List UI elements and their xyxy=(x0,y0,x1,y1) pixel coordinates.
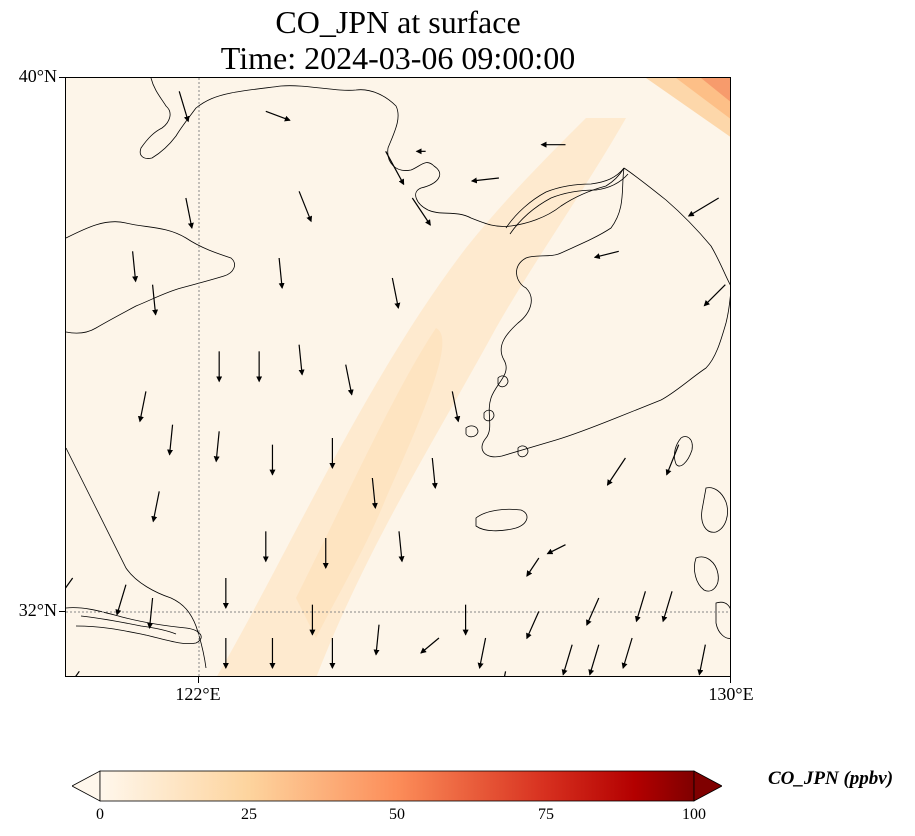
wind-arrow xyxy=(606,457,626,486)
wind-arrow xyxy=(561,644,573,676)
map-svg xyxy=(66,78,730,676)
wind-arrow xyxy=(451,391,461,423)
wind-arrow xyxy=(371,477,378,509)
colorbar-tick-50: 50 xyxy=(389,806,405,823)
wind-arrow xyxy=(132,251,139,283)
map-panel xyxy=(65,77,731,677)
wind-arrow xyxy=(373,624,380,656)
wind-arrow xyxy=(588,644,600,676)
lat-label-40n: 40°N xyxy=(18,66,57,86)
lon-tick-122e xyxy=(198,677,199,683)
wind-arrow xyxy=(185,197,194,229)
wind-arrow xyxy=(137,391,147,423)
wind-arrow xyxy=(586,597,600,626)
colorbar-tick-75: 75 xyxy=(538,806,554,823)
colorbar-extend-max xyxy=(693,770,722,802)
lat-tick-40n xyxy=(59,77,65,78)
wind-arrow xyxy=(703,284,726,307)
wind-arrow xyxy=(75,670,80,676)
wind-arrow xyxy=(151,284,159,316)
wind-arrow xyxy=(66,577,74,589)
wind-vectors xyxy=(66,91,726,676)
wind-arrow xyxy=(661,591,673,623)
wind-arrow xyxy=(634,591,646,623)
coastlines xyxy=(66,78,730,669)
wind-arrow xyxy=(151,491,160,523)
wind-arrow xyxy=(115,584,127,616)
colorbar-extend-min xyxy=(72,770,101,802)
wind-arrow xyxy=(398,531,405,563)
co-plume-core xyxy=(296,328,443,638)
wind-arrow xyxy=(526,557,540,577)
wind-arrow xyxy=(665,444,680,476)
wind-arrow xyxy=(411,197,431,226)
wind-arrow xyxy=(593,250,619,260)
wind-arrow xyxy=(298,344,305,376)
colorbar xyxy=(72,770,722,802)
lon-label-130e: 130°E xyxy=(708,684,754,704)
wind-arrow xyxy=(621,637,633,669)
lat-tick-32n xyxy=(59,611,65,612)
wind-arrow xyxy=(687,197,719,217)
wind-arrow xyxy=(477,637,487,669)
wind-arrow xyxy=(385,151,405,186)
wind-arrow xyxy=(278,257,285,289)
map-title: CO_JPN at surface Time: 2024-03-06 09:00… xyxy=(65,4,731,76)
wind-arrow xyxy=(178,91,190,123)
colorbar-tick-25: 25 xyxy=(241,806,257,823)
wind-arrow xyxy=(265,110,291,122)
wind-arrow xyxy=(546,544,566,555)
title-line-2: Time: 2024-03-06 09:00:00 xyxy=(220,40,576,76)
colorbar-label: CO_JPN (ppbv) xyxy=(768,768,894,789)
wind-arrow xyxy=(431,457,438,489)
wind-arrow xyxy=(470,177,499,184)
wind-arrow xyxy=(420,637,440,654)
lat-label-32n: 32°N xyxy=(18,600,57,620)
wind-arrow xyxy=(345,364,354,396)
wind-arrow xyxy=(213,431,220,463)
wind-arrow xyxy=(391,277,401,309)
colorbar-gradient xyxy=(99,770,695,802)
colorbar-tick-0: 0 xyxy=(96,806,104,823)
lon-label-122e: 122°E xyxy=(175,684,221,704)
wind-arrow xyxy=(298,191,313,223)
colorbar-tick-100: 100 xyxy=(682,806,706,823)
wind-arrow xyxy=(526,611,540,640)
wind-arrow xyxy=(697,644,706,676)
lon-tick-130e xyxy=(730,677,731,683)
wind-arrow xyxy=(167,424,174,456)
title-line-1: CO_JPN at surface xyxy=(275,4,521,40)
wind-arrow xyxy=(147,597,154,629)
